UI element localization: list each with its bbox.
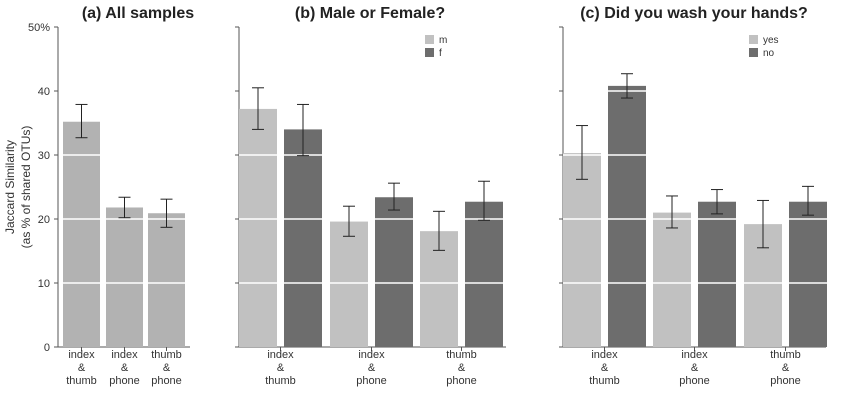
category-label: & [277,362,285,374]
category-label: index [111,349,138,361]
bar [375,197,413,347]
legend-swatch [425,35,434,44]
bar [698,201,736,347]
y-tick-label: 40 [38,86,50,98]
legend-swatch [749,35,758,44]
category-label: thumb [446,349,477,361]
category-label: index [681,349,708,361]
y-tick-label: 50% [28,22,50,34]
panel-all-samples: (a) All samples 0 10 20 30 40 50% Jaccard Simil… [3,5,194,387]
category-label: & [121,362,129,374]
legend-label: no [763,48,775,59]
bar [330,221,368,347]
chart-title: (c) Did you wash your hands? [580,5,808,22]
bar [653,212,691,347]
chart-title: (b) Male or Female? [295,5,445,22]
chart-title: (a) All samples [82,5,194,22]
category-label: phone [446,375,477,387]
category-label: thumb [151,349,182,361]
category-label: thumb [589,375,620,387]
panel-male-or-female: (b) Male or Female?index&thumbindex&phon… [235,5,506,387]
bar [63,121,100,347]
bar [465,201,503,347]
panel-wash-hands: (c) Did you wash your hands?index&thumbi… [559,5,827,387]
legend-label: m [439,35,447,46]
category-label: phone [151,375,182,387]
category-label: & [782,362,790,374]
category-label: & [78,362,86,374]
category-label: & [601,362,609,374]
legend-swatch [425,48,434,57]
bar [239,108,277,347]
category-label: index [591,349,618,361]
category-label: phone [356,375,387,387]
y-tick-label: 30 [38,150,50,162]
legend-label: yes [763,35,779,46]
category-label: & [691,362,699,374]
y-axis-label: (as % of shared OTUs) [19,126,33,249]
category-label: phone [109,375,140,387]
y-axis-label: Jaccard Similarity [3,140,17,234]
y-tick-label: 0 [44,342,50,354]
bar [608,85,646,347]
category-label: thumb [66,375,97,387]
category-label: thumb [265,375,296,387]
category-label: thumb [770,349,801,361]
y-tick-label: 20 [38,214,50,226]
category-label: index [358,349,385,361]
category-label: & [458,362,466,374]
legend-label: f [439,48,442,59]
bar [789,201,827,347]
bar [284,129,322,347]
bar [563,153,601,347]
legend-swatch [749,48,758,57]
category-label: & [368,362,376,374]
category-label: phone [770,375,801,387]
bar [106,207,143,347]
category-label: & [163,362,171,374]
category-label: phone [679,375,710,387]
bar [148,213,185,347]
y-tick-label: 10 [38,278,50,290]
category-label: index [267,349,294,361]
category-label: index [68,349,95,361]
